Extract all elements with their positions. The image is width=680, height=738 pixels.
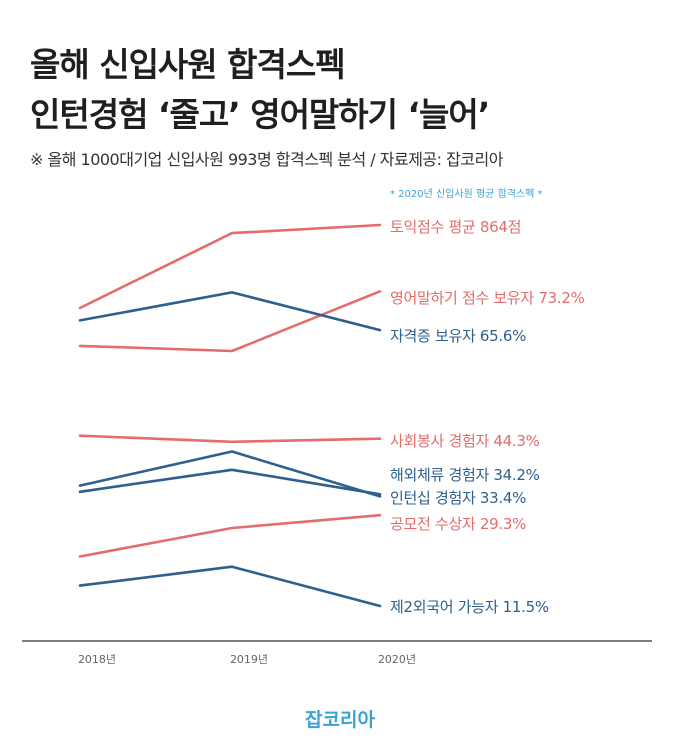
x-tick-label: 2020년 [378,653,416,666]
series-line-토익점수 [78,223,382,310]
subtitle: ※ 올해 1000대기업 신입사원 993명 합격스펙 분석 / 자료제공: 잡… [30,150,504,169]
series-label-공모전-수상자: 공모전 수상자 29.3% [390,515,526,533]
series-label-사회봉사-경험자: 사회봉사 경험자 44.3% [390,432,540,450]
series-line-인턴십-경험자 [78,468,382,496]
chart-note: * 2020년 신입사원 평균 합격스펙 * [390,187,543,200]
series-line-해외체류-경험자 [78,450,382,498]
series-label-해외체류-경험자: 해외체류 경험자 34.2% [390,466,540,484]
series-line-자격증-보유자 [78,291,382,332]
title-line-1: 올해 신입사원 합격스펙 [30,45,346,84]
series-line-공모전-수상자 [78,513,382,558]
series-label-인턴십-경험자: 인턴십 경험자 33.4% [390,489,526,507]
footer-brand: 잡코리아 [305,709,375,731]
series-label-자격증-보유자: 자격증 보유자 65.6% [390,327,526,345]
x-tick-label: 2019년 [230,653,268,666]
x-tick-label: 2018년 [78,653,116,666]
series-label-영어말하기-점수-보유자: 영어말하기 점수 보유자 73.2% [390,289,585,307]
title-line-2: 인턴경험 ‘줄고’ 영어말하기 ‘늘어’ [30,95,490,134]
series-line-사회봉사-경험자 [78,434,382,444]
series-label-토익점수: 토익점수 평균 864점 [390,218,521,236]
series-label-제2외국어-가능자: 제2외국어 가능자 11.5% [390,598,549,616]
series-line-영어말하기-점수-보유자 [78,289,382,353]
series-line-제2외국어-가능자 [78,565,382,608]
